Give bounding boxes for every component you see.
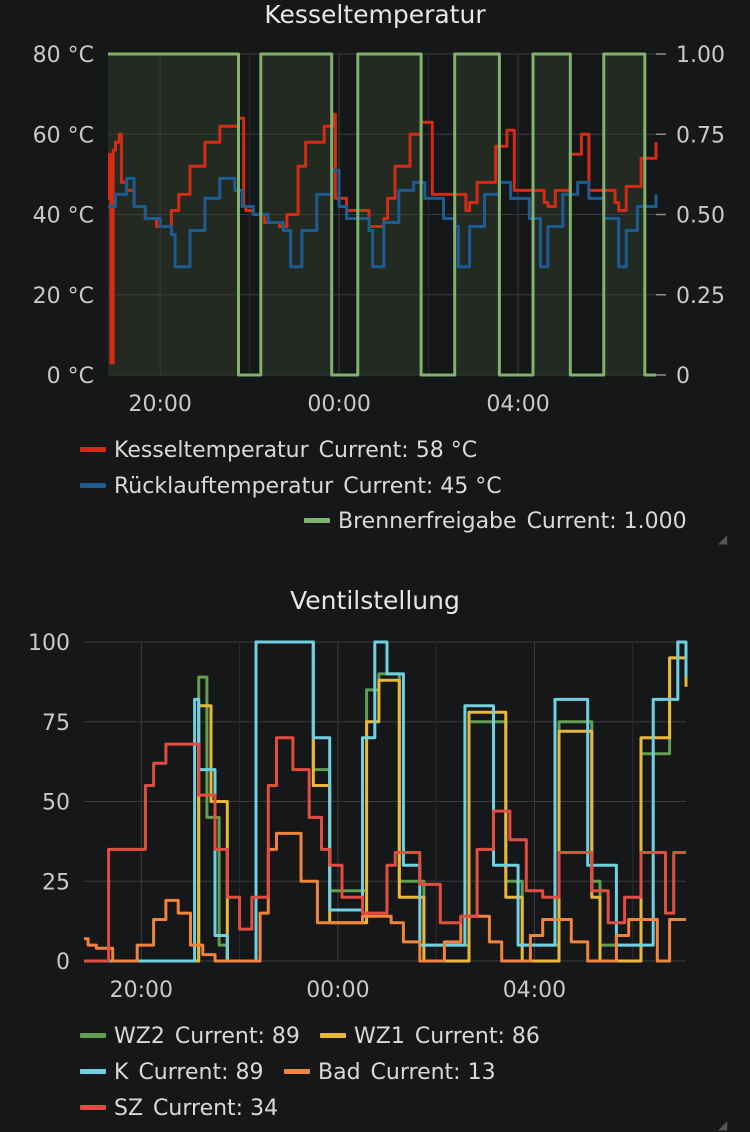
legend-swatch: [80, 446, 106, 452]
x-tick-label: 04:00: [503, 978, 566, 1003]
series-line-sz: [84, 736, 686, 963]
y-tick-label: 100: [28, 631, 70, 656]
kesseltemperatur-panel: Kesseltemperatur 0 °C 20 °C 40 °C 60 °C 80 °…: [0, 0, 750, 560]
legend-label: Rücklauftemperatur: [114, 474, 334, 499]
legend-label: Brennerfreigabe: [338, 509, 517, 534]
legend-current: Current: 58 °C: [318, 438, 478, 463]
legend-swatch: [304, 517, 330, 523]
x-tick-label: 04:00: [486, 392, 549, 417]
legend-item-wz1[interactable]: WZ1 Current: 86: [320, 1024, 540, 1049]
legend-item-kesseltemperatur[interactable]: Kesseltemperatur Current: 58 °C: [80, 438, 477, 463]
ventilstellung-chart[interactable]: 0 25 50 75 100 20:00 00:00 04:00: [0, 580, 750, 1010]
y2-tick-label: 0.50: [676, 204, 725, 229]
y-tick-label: 80 °C: [33, 43, 94, 68]
legend-swatch: [80, 1032, 106, 1038]
y-tick-label: 0 °C: [47, 364, 94, 389]
series-line-k: [84, 640, 688, 963]
legend-item-brennerfreigabe[interactable]: Brennerfreigabe Current: 1.000: [304, 509, 687, 534]
legend-current: Current: 89: [174, 1024, 300, 1049]
legend-item-wz2[interactable]: WZ2 Current: 89: [80, 1024, 300, 1049]
y2-tick-label: 0: [676, 364, 690, 389]
legend-item-sz[interactable]: SZ Current: 34: [80, 1096, 278, 1121]
x-tick-label: 00:00: [306, 978, 369, 1003]
legend-swatch: [320, 1032, 346, 1038]
legend-swatch: [80, 1068, 106, 1074]
legend-current: Current: 89: [138, 1060, 264, 1085]
panel-title[interactable]: Ventilstellung: [290, 586, 460, 615]
legend-label: Kesseltemperatur: [114, 438, 309, 463]
panel-title[interactable]: Kesseltemperatur: [264, 0, 486, 29]
legend-current: Current: 13: [370, 1060, 496, 1085]
y-tick-label: 0: [56, 950, 70, 975]
series-line-brennerfreigabe: [108, 52, 656, 377]
legend-swatch: [80, 1104, 106, 1110]
legend-label: WZ1: [354, 1024, 405, 1049]
y-tick-label: 25: [42, 870, 70, 895]
y-tick-label: 75: [42, 711, 70, 736]
legend-label: K: [114, 1060, 129, 1085]
legend-item-ruecklauftemperatur[interactable]: Rücklauftemperatur Current: 45 °C: [80, 474, 502, 499]
x-tick-label: 20:00: [128, 392, 191, 417]
legend-item-k[interactable]: K Current: 89: [80, 1060, 263, 1085]
legend-current: Current: 86: [414, 1024, 540, 1049]
x-tick-label: 20:00: [110, 978, 173, 1003]
resize-handle-icon[interactable]: ◢: [718, 1118, 728, 1132]
series-line-r-cklauftemperatur: [108, 168, 658, 269]
legend-label: SZ: [114, 1096, 144, 1121]
kesseltemperatur-chart[interactable]: 0 °C 20 °C 40 °C 60 °C 80 °C 0 0.25 0.50 0.75 1.0…: [0, 0, 750, 430]
legend-item-bad[interactable]: Bad Current: 13: [284, 1060, 496, 1085]
ventilstellung-panel: Ventilstellung 0 25 50 75 100 20:00 00:00 04:00…: [0, 580, 750, 1132]
legend-label: Bad: [318, 1060, 361, 1085]
y2-tick-label: 1.00: [676, 43, 725, 68]
y-tick-label: 40 °C: [33, 204, 94, 229]
legend-current: Current: 45 °C: [343, 474, 502, 499]
legend-label: WZ2: [114, 1024, 165, 1049]
y-tick-label: 60 °C: [33, 123, 94, 148]
legend-swatch: [284, 1068, 310, 1074]
x-tick-label: 00:00: [307, 392, 370, 417]
legend-swatch: [80, 482, 106, 488]
y2-tick-label: 0.75: [676, 123, 725, 148]
legend-current: Current: 34: [153, 1096, 279, 1121]
y-tick-label: 50: [42, 791, 70, 816]
series-line-bad: [84, 831, 686, 963]
y2-tick-label: 0.25: [676, 284, 725, 309]
y-tick-label: 20 °C: [33, 284, 94, 309]
legend-current: Current: 1.000: [526, 509, 687, 534]
resize-handle-icon[interactable]: ◢: [718, 532, 728, 546]
